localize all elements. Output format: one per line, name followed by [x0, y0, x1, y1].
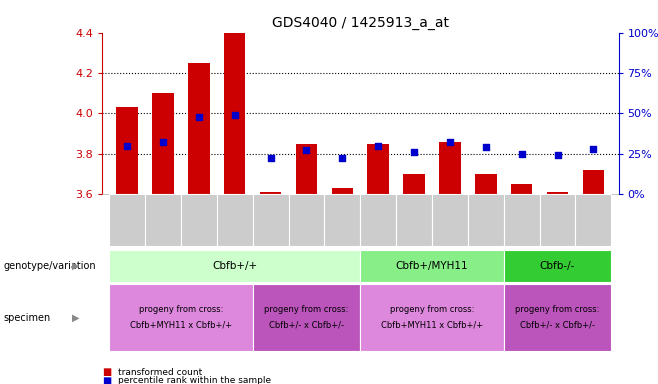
Text: percentile rank within the sample: percentile rank within the sample [118, 376, 272, 384]
Bar [224, 33, 245, 194]
Text: progeny from cross:: progeny from cross: [139, 305, 223, 314]
Text: Cbfb+MYH11 x Cbfb+/+: Cbfb+MYH11 x Cbfb+/+ [130, 320, 232, 329]
Bar [547, 192, 569, 194]
Text: progeny from cross:: progeny from cross: [515, 305, 599, 314]
Bar [295, 144, 317, 194]
Text: Cbfb-/-: Cbfb-/- [540, 261, 575, 271]
Text: progeny from cross:: progeny from cross: [265, 305, 349, 314]
Point [588, 146, 599, 152]
Text: Cbfb+/+: Cbfb+/+ [212, 261, 257, 271]
Point [122, 142, 132, 149]
Bar [439, 142, 461, 194]
Point [409, 149, 419, 155]
Bar [152, 93, 174, 194]
Point [265, 156, 276, 162]
Text: Cbfb+/- x Cbfb+/-: Cbfb+/- x Cbfb+/- [269, 320, 344, 329]
Point [373, 142, 384, 149]
Point [337, 156, 347, 162]
Point [445, 139, 455, 146]
Bar [511, 184, 532, 194]
Text: specimen: specimen [3, 313, 51, 323]
Bar [260, 192, 282, 194]
Text: ▶: ▶ [72, 261, 80, 271]
Point [552, 152, 563, 158]
Point [193, 113, 204, 119]
Point [158, 139, 168, 146]
Text: Cbfb+MYH11 x Cbfb+/+: Cbfb+MYH11 x Cbfb+/+ [381, 320, 483, 329]
Text: ▶: ▶ [72, 313, 80, 323]
Bar [116, 107, 138, 194]
Point [517, 151, 527, 157]
Text: Cbfb+/- x Cbfb+/-: Cbfb+/- x Cbfb+/- [520, 320, 595, 329]
Point [301, 147, 312, 154]
Bar [582, 170, 604, 194]
Bar [367, 144, 389, 194]
Text: transformed count: transformed count [118, 368, 203, 377]
Title: GDS4040 / 1425913_a_at: GDS4040 / 1425913_a_at [272, 16, 449, 30]
Point [480, 144, 491, 150]
Text: Cbfb+/MYH11: Cbfb+/MYH11 [395, 261, 468, 271]
Bar [475, 174, 497, 194]
Text: genotype/variation: genotype/variation [3, 261, 96, 271]
Text: ■: ■ [102, 367, 111, 377]
Bar [403, 174, 425, 194]
Bar [188, 63, 210, 194]
Bar [332, 188, 353, 194]
Text: ■: ■ [102, 376, 111, 384]
Text: progeny from cross:: progeny from cross: [390, 305, 474, 314]
Point [230, 112, 240, 118]
